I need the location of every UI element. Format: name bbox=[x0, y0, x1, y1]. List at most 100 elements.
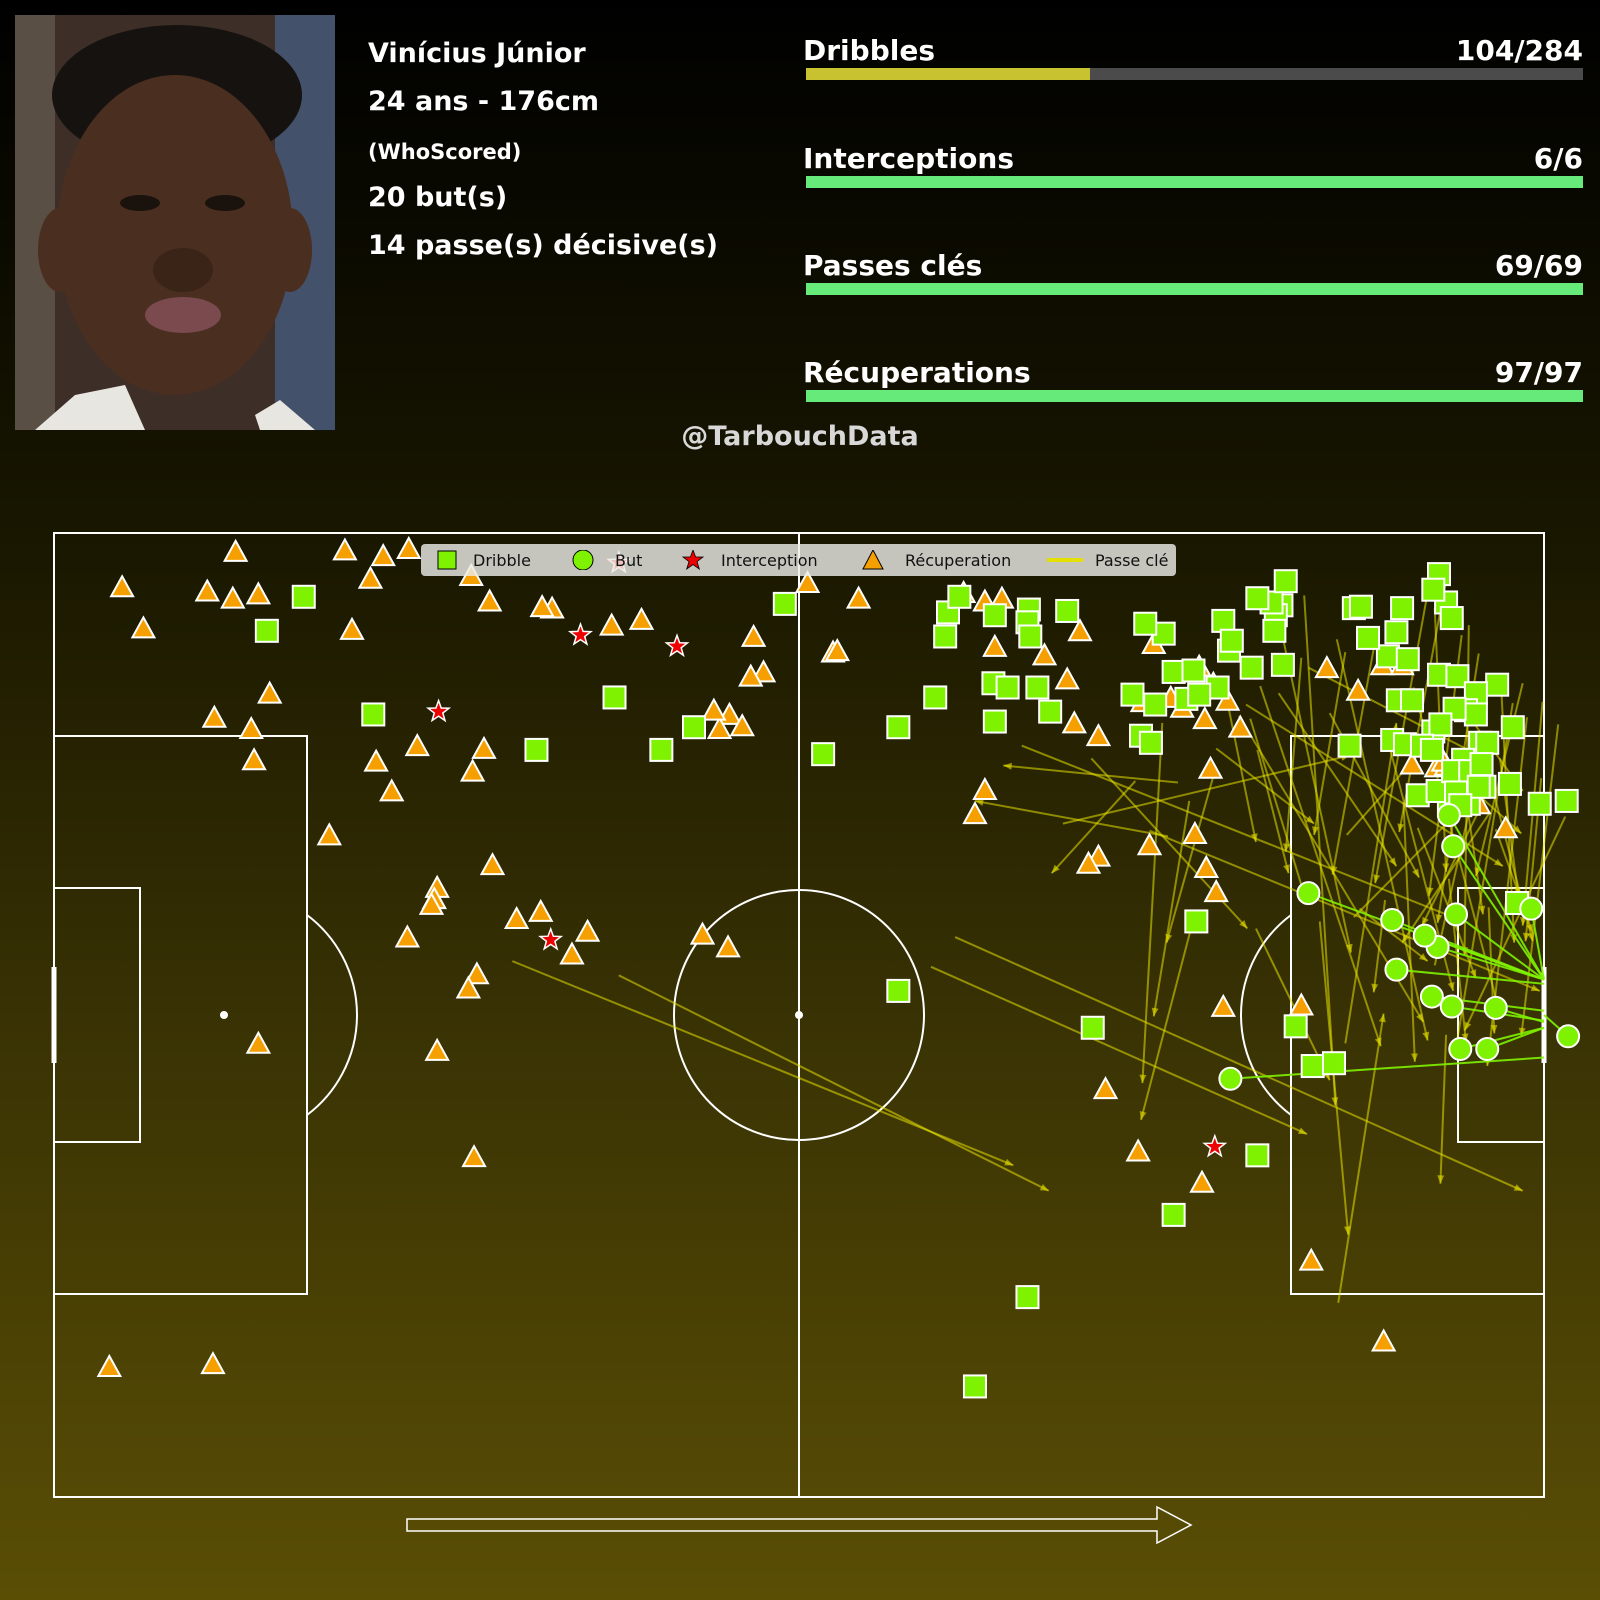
interceptions-layer bbox=[425, 549, 1228, 1158]
recovery-marker bbox=[972, 776, 998, 801]
key-pass-line bbox=[1520, 724, 1560, 1037]
right-penalty-arc bbox=[1240, 914, 1292, 1116]
recovery-marker bbox=[109, 574, 135, 598]
dribble-marker bbox=[811, 742, 836, 767]
recovery-marker bbox=[418, 891, 445, 915]
stat-label: Passes clés bbox=[803, 249, 983, 282]
legend-label: Dribble bbox=[473, 551, 531, 570]
goal-marker bbox=[1556, 1024, 1581, 1049]
key-pass-line bbox=[1453, 702, 1514, 1057]
key-pass-arrowhead bbox=[1004, 1158, 1014, 1166]
stat-label: Interceptions bbox=[803, 142, 1014, 175]
triangle-icon bbox=[862, 550, 884, 570]
dribble-marker bbox=[1337, 733, 1362, 758]
key-pass-arrowhead bbox=[1478, 905, 1486, 915]
key-pass-arrowhead bbox=[1464, 1021, 1472, 1031]
key-pass-arrowhead bbox=[1426, 887, 1434, 896]
key-pass-line bbox=[974, 799, 1169, 838]
recovery-marker bbox=[1192, 706, 1218, 730]
dribble-marker bbox=[291, 584, 316, 609]
recovery-marker bbox=[559, 941, 585, 965]
left-penalty-arc bbox=[306, 914, 358, 1116]
dribble-marker bbox=[982, 603, 1007, 628]
recovery-marker bbox=[1075, 850, 1102, 874]
recovery-marker bbox=[316, 822, 342, 846]
key-pass-arrowhead bbox=[1435, 914, 1443, 923]
player-goals: 20 but(s) bbox=[368, 182, 508, 213]
stat-label: Dribbles bbox=[803, 34, 935, 67]
recovery-marker bbox=[220, 585, 246, 609]
key-pass-line bbox=[1463, 816, 1567, 1032]
goal-shot-line bbox=[1530, 908, 1545, 980]
stat-bar-fill bbox=[806, 68, 1091, 80]
recovery-marker bbox=[241, 747, 267, 771]
key-pass-line bbox=[618, 974, 1050, 1192]
dribble-marker bbox=[1055, 598, 1080, 623]
key-pass-arrowhead bbox=[1526, 923, 1534, 933]
key-pass-arrowhead bbox=[1139, 1110, 1147, 1120]
data-source: (WhoScored) bbox=[368, 140, 522, 164]
dribble-marker bbox=[1463, 702, 1488, 727]
goal-marker bbox=[1419, 984, 1444, 1009]
dribble-marker bbox=[1219, 628, 1244, 653]
stat-dribbles: Dribbles 104/284 bbox=[803, 34, 1583, 104]
left-penalty-box bbox=[53, 735, 308, 1295]
dribble-marker bbox=[1184, 909, 1209, 934]
recovery-marker bbox=[1314, 655, 1340, 679]
recovery-marker bbox=[750, 659, 777, 683]
dribble-marker bbox=[1321, 1051, 1346, 1076]
recovery-marker bbox=[455, 975, 482, 999]
recovery-marker bbox=[1227, 714, 1254, 738]
key-pass-arrowhead bbox=[1437, 1175, 1445, 1184]
dribble-marker bbox=[1384, 620, 1409, 645]
dribble-marker bbox=[602, 685, 627, 710]
goal-shot-line bbox=[1460, 1026, 1545, 1050]
recoveries-layer bbox=[96, 535, 1519, 1377]
dribble-marker bbox=[1181, 658, 1206, 683]
recovery-marker bbox=[471, 735, 497, 759]
recovery-marker bbox=[1054, 666, 1080, 690]
dribble-marker bbox=[1211, 608, 1236, 633]
recovery-marker bbox=[574, 918, 601, 942]
dribble-marker bbox=[1400, 688, 1425, 713]
recovery-marker bbox=[379, 778, 405, 802]
stat-label: Récuperations bbox=[803, 356, 1031, 389]
dribble-marker bbox=[1120, 682, 1145, 707]
stat-bar-fill bbox=[806, 390, 1583, 402]
recovery-marker bbox=[476, 588, 503, 612]
key-pass-arrowhead bbox=[1371, 983, 1379, 993]
dribble-marker bbox=[361, 702, 386, 727]
dribble-marker bbox=[886, 715, 911, 740]
dribble-marker bbox=[962, 1374, 987, 1399]
stat-bar bbox=[806, 176, 1583, 188]
goal-marker bbox=[1444, 902, 1469, 927]
key-pass-line bbox=[1337, 1013, 1385, 1303]
recovery-marker bbox=[332, 537, 358, 561]
key-pass-line bbox=[1050, 780, 1137, 874]
recovery-marker bbox=[1370, 1328, 1397, 1352]
key-pass-line bbox=[1307, 666, 1494, 764]
recovery-marker bbox=[598, 612, 625, 636]
key-pass-line bbox=[954, 936, 1524, 1192]
legend: Dribble But Interception Récuperation Pa… bbox=[421, 544, 1176, 576]
recovery-marker bbox=[404, 732, 430, 757]
key-pass-line bbox=[1152, 800, 1191, 1017]
stat-bar bbox=[806, 68, 1583, 80]
key-pass-arrowhead bbox=[1282, 843, 1290, 852]
key-pass-line bbox=[1149, 829, 1541, 992]
recovery-marker bbox=[1189, 1169, 1215, 1193]
recovery-marker bbox=[238, 715, 264, 740]
line-icon bbox=[1047, 558, 1083, 562]
stat-bar-fill bbox=[806, 283, 1583, 295]
dribble-marker bbox=[1245, 586, 1270, 611]
key-pass-line bbox=[511, 960, 1014, 1167]
key-pass-line bbox=[1215, 747, 1315, 825]
dribble-marker bbox=[947, 584, 972, 609]
recovery-marker bbox=[701, 697, 727, 721]
goal-marker bbox=[1475, 1037, 1500, 1062]
key-passes-layer bbox=[511, 572, 1567, 1303]
square-icon bbox=[437, 550, 457, 570]
recovery-marker bbox=[461, 1144, 487, 1168]
dribble-marker bbox=[1270, 652, 1295, 677]
